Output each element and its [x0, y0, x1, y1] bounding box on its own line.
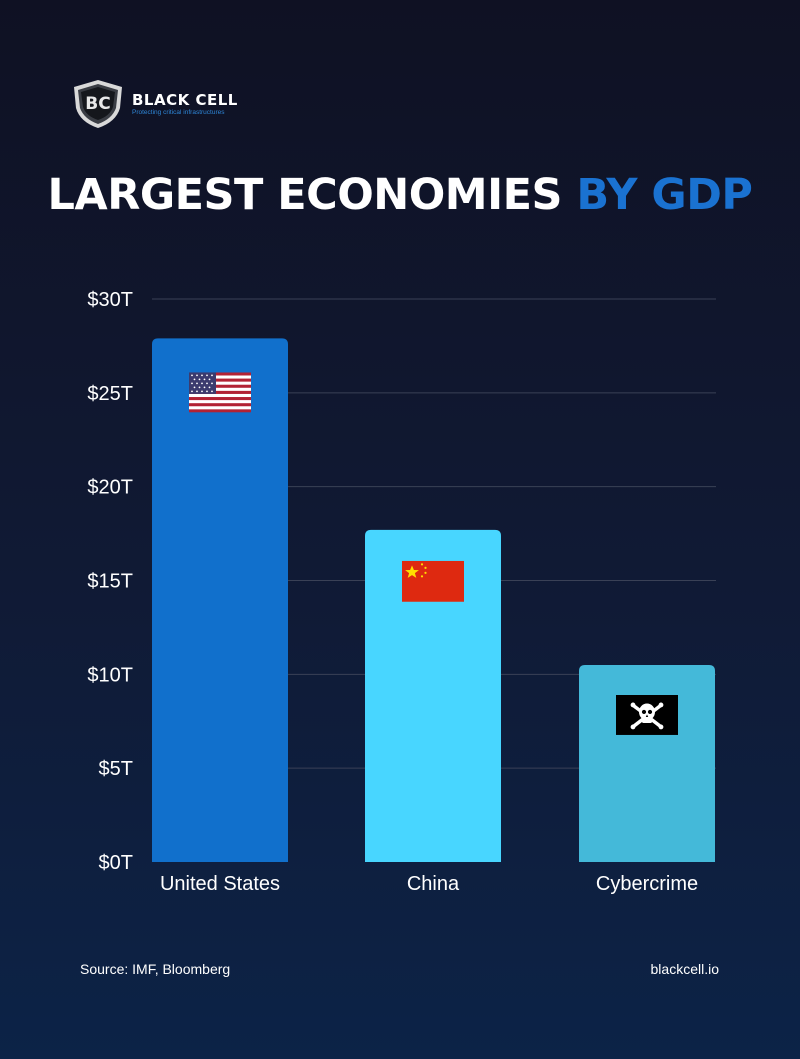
y-tick-label: $30T	[87, 289, 133, 311]
x-tick-label: Cybercrime	[596, 873, 698, 895]
brand-tagline: Protecting critical infrastructures	[132, 108, 225, 116]
pirate-flag-icon	[616, 694, 678, 735]
bar-cybercrime	[579, 664, 715, 862]
x-tick-label: United States	[160, 873, 280, 895]
source-note: Source: IMF, Bloomberg	[80, 961, 231, 977]
y-tick-label: $10T	[87, 664, 133, 686]
x-tick-label: China	[407, 873, 460, 895]
china-flag-icon	[402, 560, 464, 602]
title-main: LARGEST ECONOMIES	[47, 170, 563, 220]
y-tick-label: $15T	[87, 571, 133, 593]
website-link[interactable]: blackcell.io	[650, 961, 719, 977]
brand-logo: BC BLACK CELL Protecting critical infras…	[70, 78, 238, 130]
shield-logo-icon: BC	[74, 80, 122, 128]
brand-name: BLACK CELL	[132, 90, 238, 109]
y-tick-label: $0T	[99, 852, 133, 874]
bar-united-states	[152, 338, 288, 862]
bar-china	[365, 529, 501, 862]
y-tick-label: $20T	[87, 477, 133, 499]
logo-initials: BC	[85, 94, 110, 114]
y-tick-label: $25T	[87, 383, 133, 405]
page-title: LARGEST ECONOMIES BY GDP	[0, 170, 800, 220]
y-tick-label: $5T	[99, 758, 133, 780]
title-accent: BY GDP	[576, 170, 753, 220]
us-flag-icon	[189, 372, 251, 413]
